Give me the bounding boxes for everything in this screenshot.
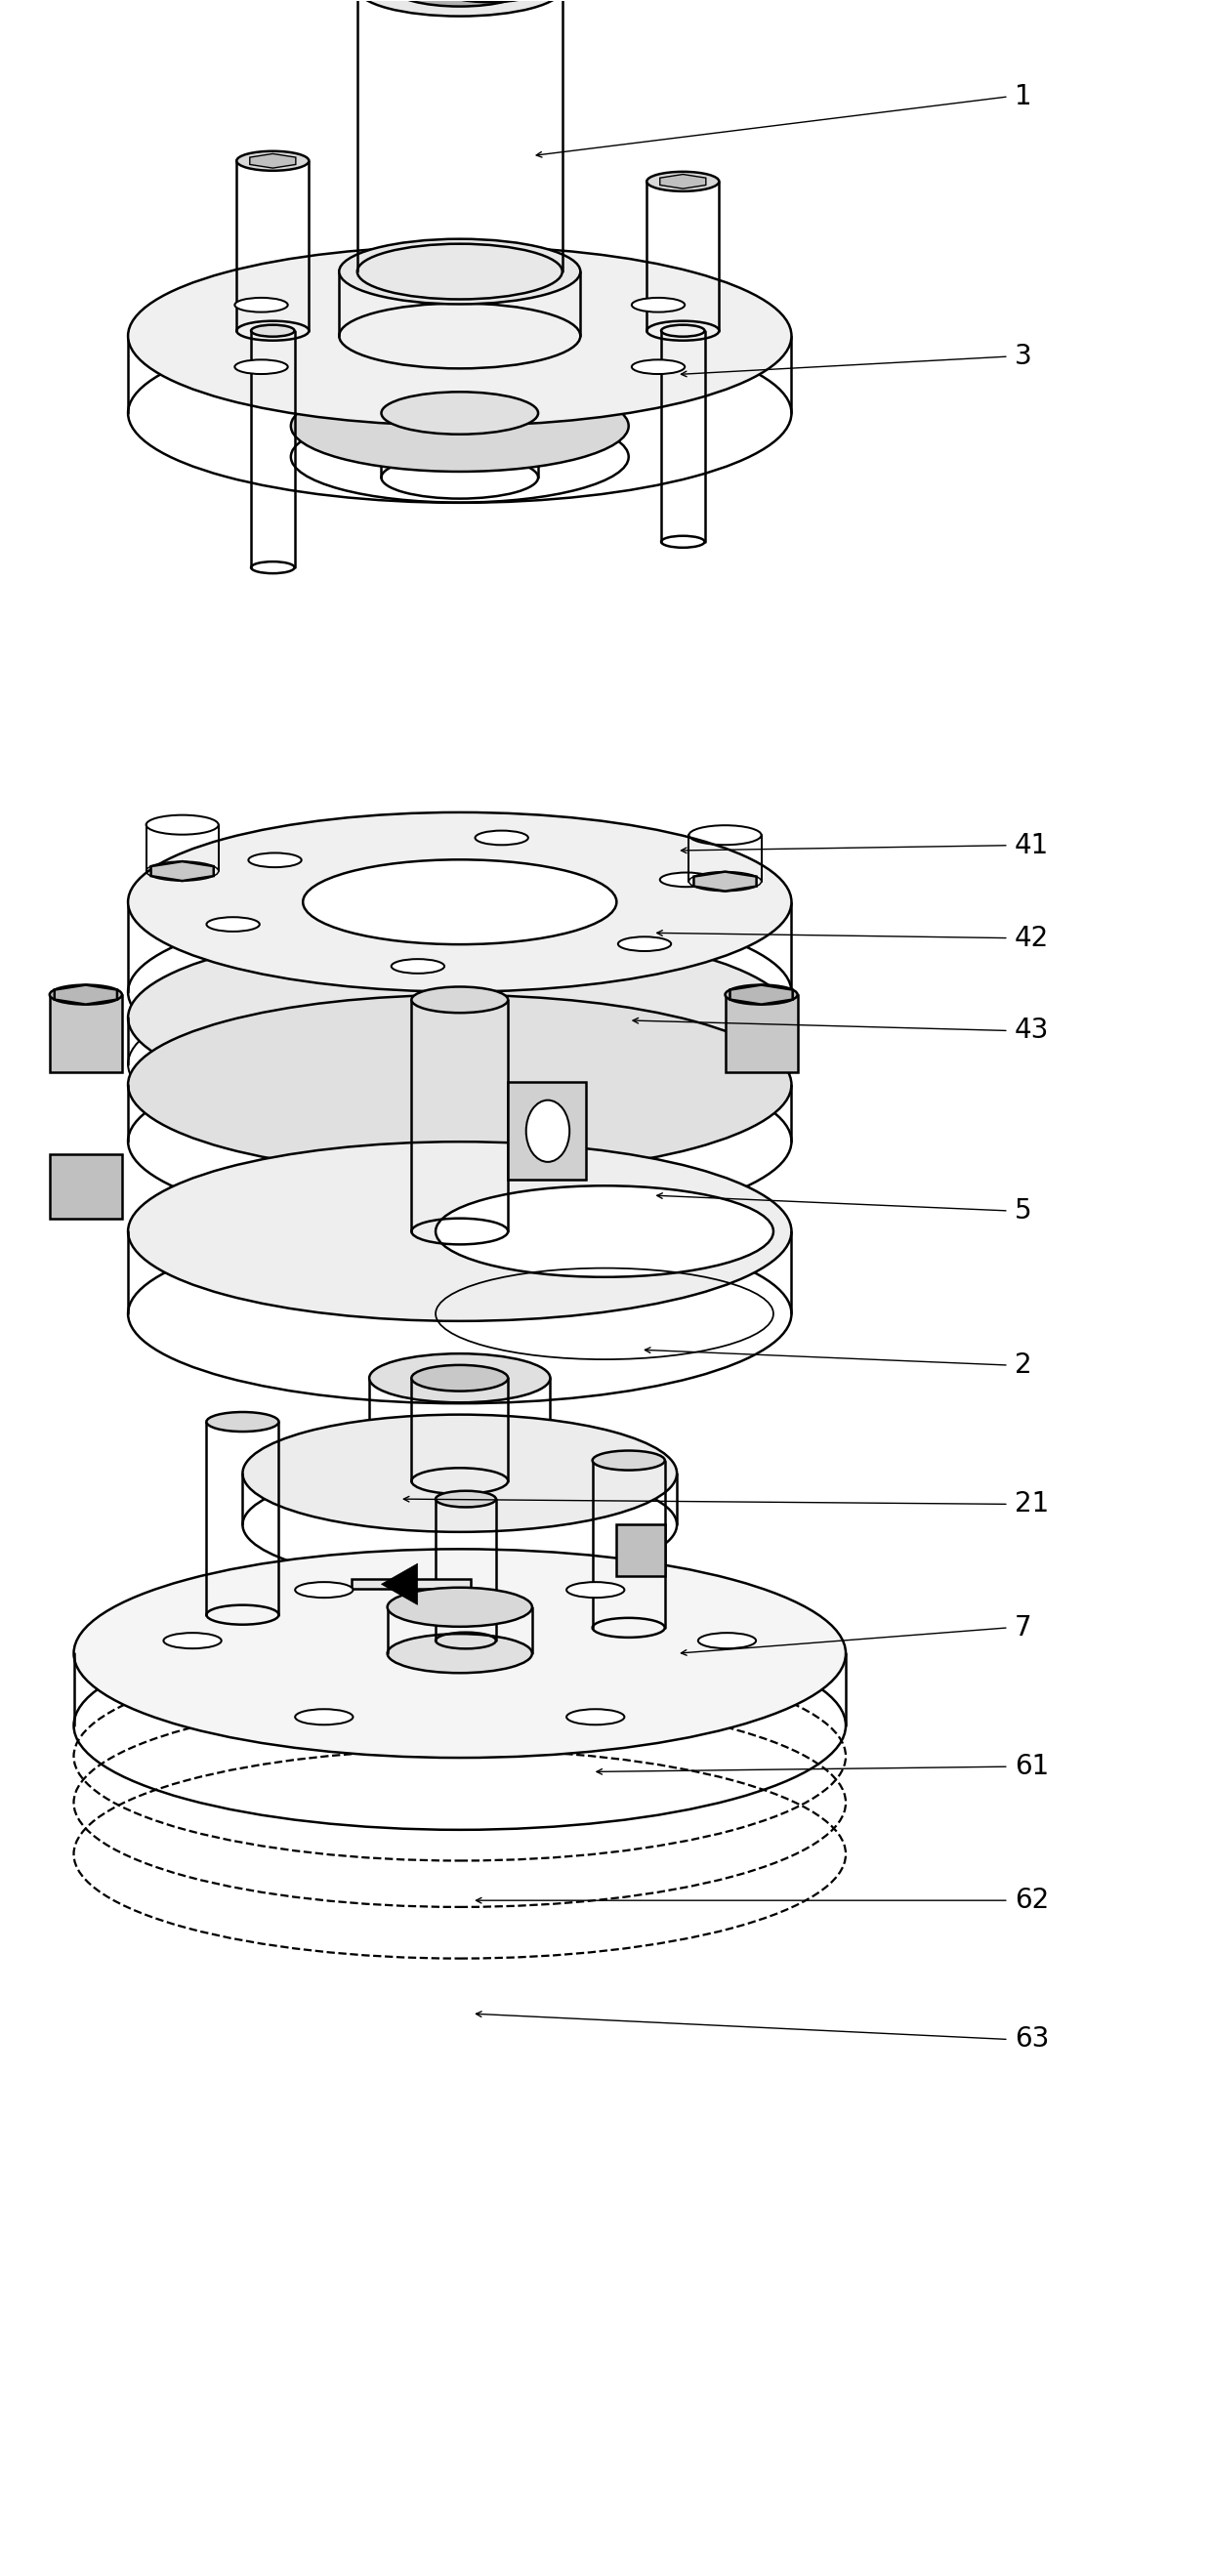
Ellipse shape bbox=[526, 1100, 569, 1162]
Ellipse shape bbox=[631, 361, 684, 374]
Ellipse shape bbox=[295, 1582, 353, 1597]
Polygon shape bbox=[351, 1579, 470, 1589]
Ellipse shape bbox=[393, 0, 526, 5]
Ellipse shape bbox=[435, 1492, 496, 1507]
Text: 41: 41 bbox=[1014, 832, 1049, 858]
Ellipse shape bbox=[592, 1450, 665, 1471]
Ellipse shape bbox=[392, 958, 445, 974]
Ellipse shape bbox=[339, 240, 580, 304]
Text: 63: 63 bbox=[1014, 2025, 1049, 2053]
Ellipse shape bbox=[660, 873, 713, 886]
Text: 2: 2 bbox=[1014, 1352, 1031, 1378]
Ellipse shape bbox=[251, 325, 295, 337]
Ellipse shape bbox=[387, 1587, 532, 1625]
Ellipse shape bbox=[698, 1633, 756, 1649]
Polygon shape bbox=[730, 984, 793, 1005]
Ellipse shape bbox=[128, 811, 792, 992]
Ellipse shape bbox=[475, 829, 528, 845]
Text: 43: 43 bbox=[1014, 1018, 1049, 1043]
Ellipse shape bbox=[303, 860, 617, 945]
Ellipse shape bbox=[369, 1352, 550, 1401]
Polygon shape bbox=[151, 860, 214, 881]
Ellipse shape bbox=[618, 938, 671, 951]
Ellipse shape bbox=[387, 1633, 532, 1672]
Ellipse shape bbox=[411, 987, 508, 1012]
Ellipse shape bbox=[128, 247, 792, 425]
Ellipse shape bbox=[567, 1582, 624, 1597]
Ellipse shape bbox=[435, 1185, 774, 1278]
Polygon shape bbox=[694, 871, 757, 891]
Ellipse shape bbox=[163, 1633, 221, 1649]
Ellipse shape bbox=[381, 392, 538, 435]
Bar bbox=[725, 994, 798, 1072]
Ellipse shape bbox=[237, 152, 310, 170]
Polygon shape bbox=[381, 1564, 417, 1605]
Bar bbox=[617, 1525, 665, 1577]
Bar bbox=[50, 1154, 122, 1218]
Ellipse shape bbox=[207, 1412, 279, 1432]
Ellipse shape bbox=[411, 1365, 508, 1391]
Ellipse shape bbox=[128, 994, 792, 1175]
Ellipse shape bbox=[243, 1414, 677, 1533]
Ellipse shape bbox=[567, 1708, 624, 1726]
Text: 62: 62 bbox=[1014, 1886, 1049, 1914]
Ellipse shape bbox=[291, 381, 629, 471]
Polygon shape bbox=[54, 984, 117, 1005]
Polygon shape bbox=[250, 155, 296, 167]
Ellipse shape bbox=[631, 299, 684, 312]
Text: 1: 1 bbox=[1014, 82, 1031, 111]
Text: 3: 3 bbox=[1014, 343, 1032, 371]
Ellipse shape bbox=[248, 853, 301, 868]
Ellipse shape bbox=[357, 0, 562, 15]
Ellipse shape bbox=[647, 173, 719, 191]
Ellipse shape bbox=[50, 984, 122, 1005]
Ellipse shape bbox=[295, 1708, 353, 1726]
Text: 42: 42 bbox=[1014, 925, 1049, 951]
Text: 7: 7 bbox=[1014, 1615, 1031, 1641]
Text: 5: 5 bbox=[1014, 1198, 1031, 1224]
Text: 61: 61 bbox=[1014, 1752, 1049, 1780]
Ellipse shape bbox=[128, 1141, 792, 1321]
Polygon shape bbox=[508, 1082, 586, 1180]
Ellipse shape bbox=[74, 1548, 846, 1757]
Polygon shape bbox=[660, 175, 706, 188]
Ellipse shape bbox=[207, 917, 260, 933]
Ellipse shape bbox=[235, 299, 288, 312]
Text: 21: 21 bbox=[1014, 1492, 1049, 1517]
Ellipse shape bbox=[128, 927, 792, 1108]
Ellipse shape bbox=[725, 984, 798, 1005]
Ellipse shape bbox=[235, 361, 288, 374]
Bar bbox=[50, 994, 122, 1072]
